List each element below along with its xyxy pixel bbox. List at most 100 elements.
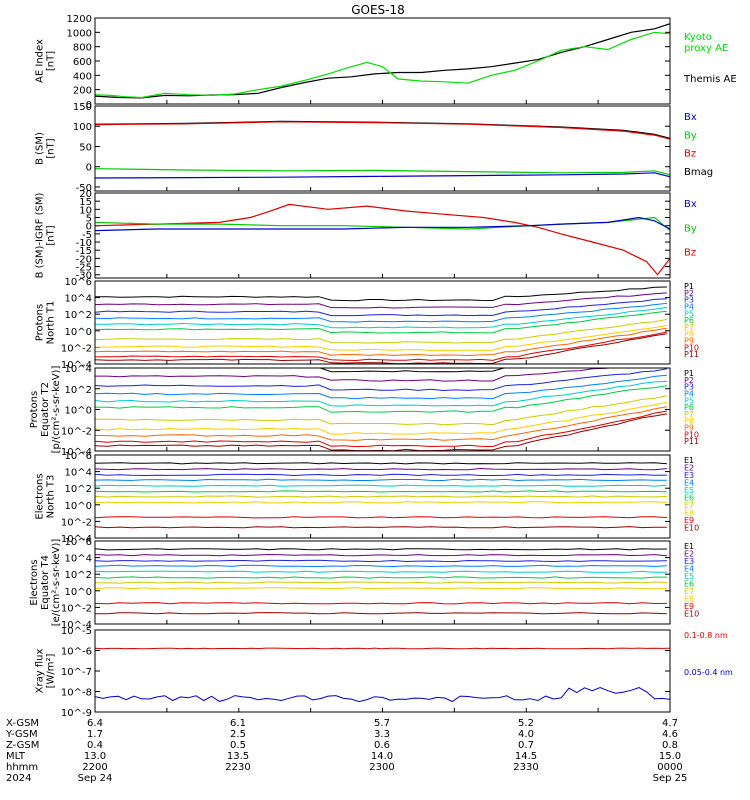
y-tick-label: 0 [86, 100, 92, 111]
x-axis-row-label: X-GSM [6, 718, 39, 729]
channel-line [95, 501, 667, 504]
legend-entry: Bmag [684, 167, 713, 178]
x-axis-row-label: Z-GSM [6, 740, 39, 751]
x-axis-value: 1.7 [87, 729, 103, 740]
x-axis-value: 4.0 [518, 729, 534, 740]
y-tick-label: 50 [79, 142, 92, 153]
y-tick-label: 10^-2 [61, 517, 92, 528]
legend-entry: E1 [684, 542, 694, 551]
y-tick-label: 10^0 [65, 587, 92, 598]
panel-enorth: 10^6 10^4 10^2 10^0 10^-2 10^-4 Electrons North… [35, 451, 700, 545]
y-tick-label: 10^-6 [61, 647, 92, 658]
y-axis-label: [e/(cm²-s-sr-keV)] [51, 539, 62, 627]
y-tick-label: 10^-9 [61, 708, 92, 719]
legend-entry: P2 [684, 289, 694, 298]
series-line [95, 121, 670, 140]
x-axis-value: 0.8 [662, 740, 678, 751]
x-axis-value: Sep 24 [78, 773, 113, 784]
y-tick-label: -20 [76, 254, 92, 265]
y-tick-label: 10^0 [65, 327, 92, 338]
legend-entry: P4 [684, 389, 694, 398]
y-tick-label: 800 [73, 43, 92, 54]
x-axis-value: 15.0 [659, 751, 681, 762]
legend-entry: P5 [684, 396, 694, 405]
legend-entry: Kyoto [684, 32, 712, 43]
legend-entry: E1 [684, 456, 694, 465]
y-tick-label: 600 [73, 57, 92, 68]
xray-short-line [95, 686, 670, 703]
legend-entry: E9 [684, 602, 694, 611]
legend-entry: P11 [684, 437, 699, 446]
channel-line [95, 302, 667, 323]
y-tick-label: 400 [73, 71, 92, 82]
channel-line [95, 331, 667, 362]
channel-line [95, 490, 667, 493]
y-tick-label: 10^6 [65, 277, 92, 288]
x-axis-table: X-GSM 6.4 6.1 5.7 5.2 4.7 Y-GSM 1.7 2.5 3.3 4.0 4.6… [5, 718, 687, 784]
legend-entry: P6 [684, 316, 694, 325]
legend-entry: E3 [684, 471, 694, 480]
panel-eequator: 10^6 10^4 10^2 10^0 10^-2 10^-4 Electrons Equat… [29, 537, 699, 631]
channel-line [95, 516, 667, 519]
x-axis-value: 2300 [369, 762, 394, 773]
y-tick-label: 1000 [67, 28, 92, 39]
series-group [95, 462, 667, 529]
legend-entry: Bz [684, 248, 696, 259]
y-tick-label: 5 [86, 214, 92, 225]
channel-line [95, 401, 668, 435]
y-axis-label: [nT] [46, 225, 57, 245]
legend-entry: Bx [684, 112, 697, 123]
channel-line [95, 374, 667, 400]
y-tick-label: 10^4 [65, 364, 92, 375]
series-line [95, 203, 670, 276]
y-axis-label: B (SM)-IGRF (SM) [35, 193, 46, 279]
channel-line [95, 406, 667, 441]
series-line [95, 172, 670, 179]
panel-frame [94, 105, 671, 192]
legend-entry: E4 [684, 479, 694, 488]
x-axis-value: 6.1 [230, 718, 246, 729]
y-tick-label: 20 [79, 189, 92, 200]
legend-entry: Bx [684, 199, 697, 210]
x-axis-value: 5.7 [374, 718, 390, 729]
legend-entry: P7 [684, 323, 694, 332]
x-axis-value: 3.3 [374, 729, 390, 740]
y-axis-label: Electrons [29, 559, 40, 605]
y-tick-label: 10^0 [65, 501, 92, 512]
legend-entry: P3 [684, 296, 694, 305]
y-axis-label: Equator T2 [40, 382, 51, 437]
y-tick-label: -10 [76, 238, 92, 249]
legend-entry: E7 [684, 501, 694, 510]
legend-entry: P10 [684, 343, 699, 352]
x-axis-value: 6.4 [87, 718, 103, 729]
legend-entry: E2 [684, 464, 694, 473]
channel-line [95, 318, 667, 344]
legend-entry: P4 [684, 302, 694, 311]
y-tick-label: 1200 [67, 14, 92, 25]
legend-entry: P9 [684, 424, 694, 433]
legend-entry: E8 [684, 509, 694, 518]
x-axis-value: 13.5 [227, 751, 249, 762]
channel-line [95, 553, 667, 557]
x-axis-value: 2.5 [230, 729, 246, 740]
y-tick-label: 0 [86, 163, 92, 174]
legend-entry: E9 [684, 516, 694, 525]
x-axis-row-label: MLT [6, 751, 26, 762]
x-axis-value: 14.0 [371, 751, 393, 762]
y-tick-label: 10^-2 [61, 603, 92, 614]
y-tick-label: 10^0 [65, 406, 92, 417]
y-axis-label: Equator T4 [40, 555, 51, 610]
y-tick-label: 10^2 [65, 385, 92, 396]
legend-entry: Themis AE [683, 74, 737, 85]
panel-frame [94, 540, 671, 625]
legend-entry: E6 [684, 494, 694, 503]
legend-entry: P7 [684, 410, 694, 419]
x-axis-value: 14.5 [515, 751, 537, 762]
channel-line [95, 368, 615, 382]
channel-line [95, 333, 667, 364]
y-axis-label: [nT] [46, 51, 57, 71]
y-axis-label: [p/(cm²-s-sr-keV)] [51, 366, 62, 454]
panel-xray: 10^-5 10^-6 10^-7 10^-8 10^-9 Xray flux [W/m²]… [35, 626, 734, 719]
series-line [95, 23, 670, 99]
